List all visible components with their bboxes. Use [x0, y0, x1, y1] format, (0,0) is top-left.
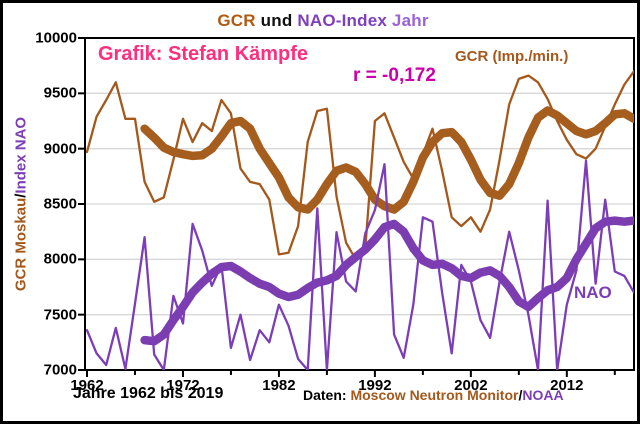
y-tick-label: 10000	[35, 29, 77, 47]
footer-source-nao: NOAA	[522, 387, 564, 403]
footer-source-gcr: Moscow Neutron Monitor	[350, 387, 519, 403]
y-axis-label: GCR Moskau/Index NAO	[13, 117, 30, 291]
gcr-series-label: GCR (Imp./min.)	[455, 48, 569, 65]
footer-daten-label: Daten:	[303, 387, 351, 403]
x-tick-label: 1992	[358, 377, 392, 394]
chart-title: GCR und NAO-Index Jahr	[3, 11, 637, 31]
y-axis-label-separator: /	[12, 193, 30, 198]
y-tick-label: 8000	[43, 250, 77, 268]
gcr-yearly-line	[85, 70, 634, 261]
y-tick-label: 9000	[43, 140, 77, 158]
x-tick-label: 1972	[166, 377, 200, 394]
chart-title-gcr: GCR	[217, 11, 256, 30]
nao-yearly-line	[85, 159, 634, 370]
correlation-annotation: r = -0,172	[353, 65, 436, 86]
chart-title-und: und	[255, 11, 298, 30]
y-tick-label: 9500	[43, 84, 77, 102]
y-axis-label-nao: Index NAO	[12, 116, 30, 194]
footer-year-range: Jahre 1962 bis 2019	[73, 385, 224, 402]
footer-data-sources: Daten: Moscow Neutron Monitor/NOAA	[303, 387, 564, 403]
chart-title-jahr: Jahr	[387, 11, 429, 30]
nao-series-label: NAO	[574, 283, 612, 302]
y-tick-label: 8500	[43, 195, 77, 213]
x-tick-label: 1962	[70, 377, 104, 394]
gcr-smoothed-line	[140, 106, 634, 214]
credit-annotation: Grafik: Stefan Kämpfe	[98, 43, 309, 65]
y-axis-label-gcr: GCR Moskau	[12, 197, 30, 292]
plot-svg	[78, 37, 635, 377]
x-tick-label: 2002	[454, 377, 488, 394]
footer-source-separator: /	[518, 387, 523, 403]
x-tick-label: 2012	[550, 377, 584, 394]
x-tick-label: 1982	[262, 377, 296, 394]
y-tick-label: 7500	[43, 306, 77, 324]
y-tick-label: 7000	[43, 361, 77, 379]
chart-title-nao: NAO-Index	[297, 11, 387, 30]
